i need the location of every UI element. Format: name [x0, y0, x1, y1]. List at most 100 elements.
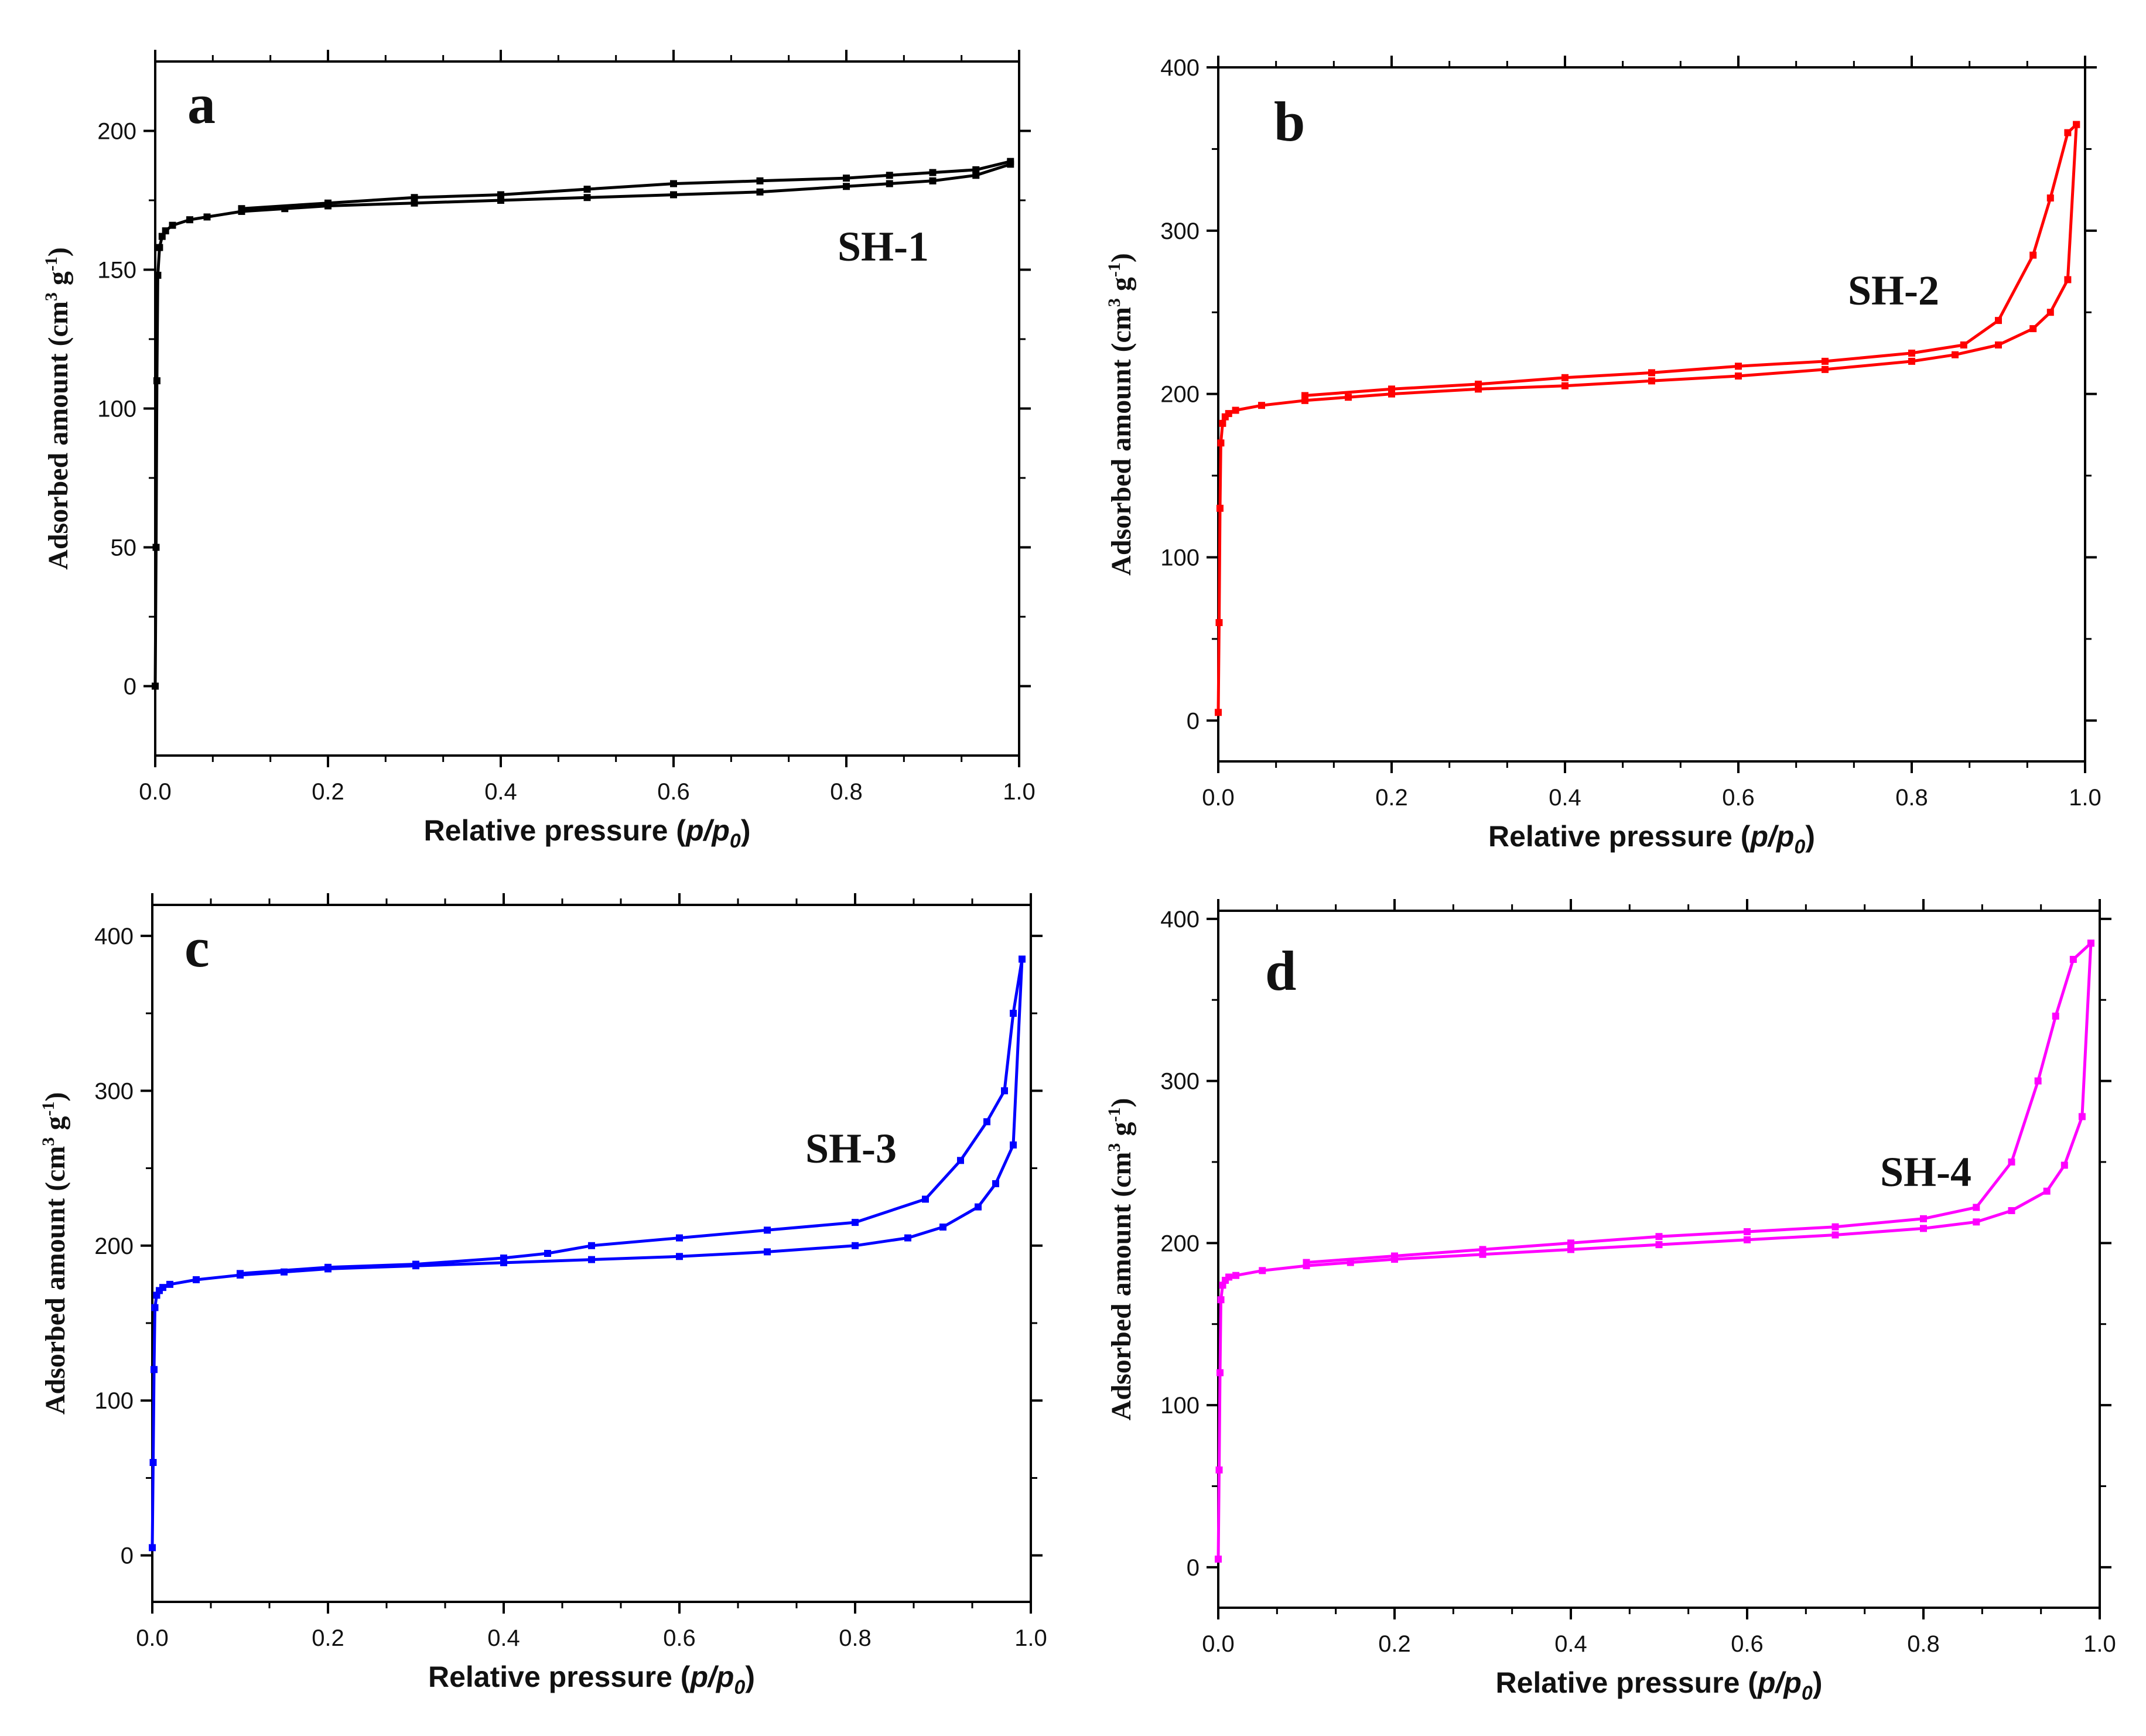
y-axis-title-mid: g	[1106, 277, 1137, 298]
data-point-adsorption	[497, 197, 504, 204]
data-point-adsorption	[151, 1304, 159, 1311]
x-tick-label: 0.8	[1907, 1631, 1940, 1657]
y-tick-label: 200	[1160, 1231, 1200, 1256]
data-point-adsorption	[939, 1224, 946, 1231]
panel-letter: a	[187, 73, 216, 135]
x-axis-title-sub: 0	[734, 1676, 745, 1699]
data-point-desorption	[237, 1270, 244, 1277]
data-point-desorption	[1744, 1228, 1751, 1235]
plot-frame	[1217, 910, 2101, 1609]
y-tick-label: 400	[94, 924, 134, 949]
data-point-adsorption	[149, 1544, 156, 1552]
sample-label: SH-1	[838, 223, 929, 270]
data-point-adsorption	[1232, 1272, 1240, 1279]
data-point-desorption	[544, 1250, 551, 1257]
data-point-adsorption	[159, 1284, 166, 1291]
y-tick-label: 100	[94, 1388, 134, 1414]
plot-frame	[154, 60, 1020, 757]
sample-label: SH-2	[1848, 267, 1939, 314]
x-axis-title: Relative pressure (p/p0)	[1488, 820, 1815, 858]
data-point-desorption	[497, 191, 504, 199]
x-axis-title-main: Relative pressure (	[428, 1660, 691, 1693]
data-point-desorption	[2069, 956, 2077, 963]
data-point-desorption	[922, 1195, 929, 1203]
x-axis-title-main: Relative pressure (	[1496, 1666, 1758, 1699]
x-axis-title-close: )	[1805, 820, 1815, 853]
y-axis-title: Adsorbed amount (cm3 g-1)	[42, 247, 74, 570]
y-axis-title: Adsorbed amount (cm3 g-1)	[1105, 253, 1137, 576]
data-point-adsorption	[149, 1459, 157, 1466]
y-tick-label: 50	[111, 535, 137, 561]
data-point-desorption	[2008, 1158, 2015, 1166]
y-tick-label: 0	[121, 1543, 134, 1569]
data-point-desorption	[2073, 121, 2080, 128]
panel-c: 0.0 0.2 0.4 0.6 0.8 1.0 0 100 200 300 400 Relative …	[39, 893, 1047, 1699]
data-point-desorption	[1973, 1204, 1980, 1211]
sample-label: SH-3	[805, 1125, 897, 1172]
x-tick-label: 0.8	[1895, 785, 1928, 811]
data-point-adsorption	[162, 227, 169, 235]
data-point-adsorption	[158, 233, 166, 240]
y-tick-label: 0	[1187, 1555, 1200, 1581]
data-point-adsorption	[1225, 1273, 1233, 1281]
data-point-adsorption	[975, 1203, 982, 1211]
data-point-adsorption	[2029, 325, 2037, 333]
data-point-desorption	[886, 172, 893, 179]
data-point-desorption	[411, 194, 418, 201]
data-point-adsorption	[1217, 439, 1225, 447]
data-point-adsorption	[156, 244, 163, 251]
y-tick-label: 200	[1160, 382, 1200, 408]
data-point-desorption	[2034, 1077, 2042, 1085]
data-point-adsorption	[2046, 309, 2054, 316]
data-point-desorption	[1391, 1252, 1398, 1260]
data-point-adsorption	[2060, 1161, 2068, 1169]
data-point-adsorption	[852, 1242, 859, 1249]
x-tick-label: 0.4	[484, 779, 517, 805]
data-point-adsorption	[929, 177, 937, 184]
data-point-desorption	[1007, 158, 1014, 165]
data-point-desorption	[1995, 317, 2002, 324]
data-point-adsorption	[1831, 1231, 1839, 1239]
y-axis-title-sup3: 3	[39, 1137, 58, 1146]
data-point-desorption	[1019, 955, 1026, 963]
y-axis-title-sup3: 3	[42, 292, 61, 301]
x-axis-title-italic: p/p	[689, 1660, 734, 1693]
data-point-desorption	[983, 1118, 990, 1126]
data-point-adsorption	[2008, 1207, 2015, 1214]
x-tick-label: 1.0	[2083, 1631, 2116, 1657]
data-point-desorption	[1010, 1010, 1017, 1017]
panel-letter: d	[1265, 939, 1296, 1002]
data-point-desorption	[588, 1242, 595, 1249]
data-point-desorption	[500, 1254, 507, 1262]
data-point-adsorption	[1258, 402, 1265, 409]
x-tick-label: 0.6	[657, 779, 690, 805]
data-point-adsorption	[1259, 1267, 1266, 1274]
data-point-desorption	[2087, 939, 2094, 947]
data-point-adsorption	[1973, 1218, 1980, 1226]
data-point-desorption	[1920, 1215, 1927, 1222]
data-point-desorption	[1388, 385, 1395, 393]
x-axis-title-italic: p/p	[685, 814, 730, 847]
y-tick-label: 400	[1160, 55, 1200, 81]
x-axis-title-sub: 0	[1794, 836, 1805, 858]
x-tick-label: 1.0	[2069, 785, 2101, 811]
x-tick-label: 0.0	[1202, 1631, 1235, 1657]
y-tick-label: 100	[97, 397, 136, 422]
data-point-desorption	[843, 175, 850, 182]
data-point-desorption	[1735, 363, 1742, 370]
x-tick-label: 1.0	[1014, 1625, 1047, 1651]
plot-frame	[1217, 66, 2086, 763]
data-point-adsorption	[151, 1366, 158, 1373]
data-point-desorption	[1960, 341, 1967, 348]
y-tick-label: 200	[94, 1233, 134, 1259]
data-point-adsorption	[411, 199, 418, 207]
y-axis-title-main: Adsorbed amount (cm	[1106, 1152, 1137, 1421]
data-point-adsorption	[1225, 410, 1232, 418]
data-point-adsorption	[2043, 1187, 2051, 1195]
y-tick-label: 100	[1160, 1393, 1200, 1419]
x-tick-label: 0.0	[139, 779, 172, 805]
y-tick-label: 300	[1160, 218, 1200, 244]
y-axis-title-mid: g	[43, 271, 74, 292]
x-tick-label: 0.4	[1554, 1631, 1587, 1657]
x-tick-label: 0.2	[1375, 785, 1408, 811]
